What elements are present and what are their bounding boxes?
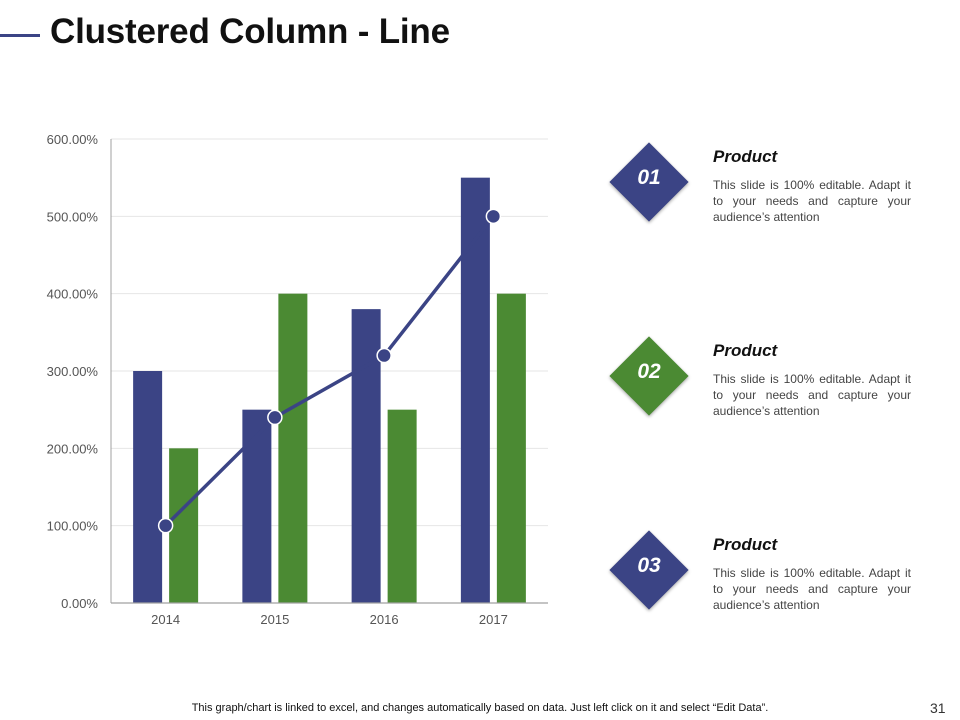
product-card-01: 01 Product This slide is 100% editable. … (609, 142, 932, 235)
title-accent-line (0, 34, 40, 37)
bar-2016-s1 (351, 309, 381, 603)
x-axis-tick-labels: 2014 2015 2016 2017 (151, 612, 508, 627)
footnote: This graph/chart is linked to excel, and… (191, 702, 769, 714)
line-point-2014 (157, 517, 174, 534)
bar-2017-s1 (460, 177, 490, 603)
product-description: This slide is 100% editable. Adapt it to… (713, 178, 911, 224)
clustered-column-line-chart[interactable]: 0.00% 100.00% 200.00% 300.00% 400.00% 500.00%… (0, 120, 570, 640)
y-tick-label: 400.00% (47, 287, 99, 302)
x-tick-label: 2015 (260, 612, 289, 627)
bar-2016-s2 (387, 409, 417, 603)
product-title: Product (713, 341, 778, 360)
bar-2017-s2 (496, 293, 526, 603)
y-tick-label: 100.00% (47, 519, 99, 534)
badge-number: 02 (637, 360, 661, 383)
badge-number: 03 (637, 554, 661, 577)
bar-2015-s2 (278, 293, 308, 603)
y-tick-label: 600.00% (47, 132, 99, 147)
line-series-path (164, 215, 495, 527)
y-tick-label: 500.00% (47, 209, 99, 224)
axes (110, 139, 548, 604)
y-axis-tick-labels: 0.00% 100.00% 200.00% 300.00% 400.00% 500.00%… (47, 132, 99, 611)
y-tick-label: 300.00% (47, 364, 99, 379)
x-tick-label: 2014 (151, 612, 180, 627)
product-card-02: 02 Product This slide is 100% editable. … (609, 336, 932, 429)
bar-series (133, 177, 526, 603)
x-tick-label: 2017 (479, 612, 508, 627)
bar-2014-s2 (169, 448, 199, 603)
bar-2015-s1 (242, 409, 272, 603)
badge-number: 01 (637, 166, 661, 189)
page-number: 31 (930, 700, 946, 716)
bar-2014-s1 (133, 371, 163, 603)
x-tick-label: 2016 (370, 612, 399, 627)
product-title: Product (713, 147, 778, 166)
line-series (157, 208, 502, 534)
product-card-03: 03 Product This slide is 100% editable. … (609, 530, 932, 623)
y-tick-label: 200.00% (47, 441, 99, 456)
line-point-2015 (267, 409, 283, 426)
product-description: This slide is 100% editable. Adapt it to… (713, 372, 911, 418)
y-tick-label: 0.00% (61, 596, 98, 611)
product-title: Product (713, 535, 778, 554)
line-point-2016 (376, 347, 392, 364)
product-description: This slide is 100% editable. Adapt it to… (713, 566, 911, 612)
line-point-2017 (485, 208, 502, 225)
page-title: Clustered Column - Line (50, 12, 450, 51)
